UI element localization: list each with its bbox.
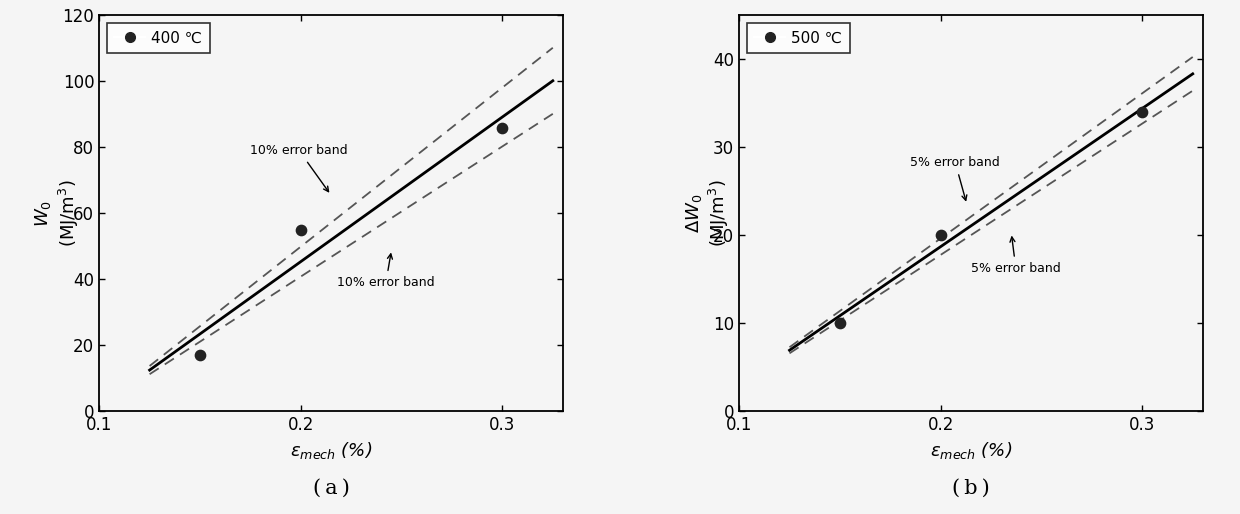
Text: 10% error band: 10% error band <box>250 144 348 192</box>
Text: 10% error band: 10% error band <box>337 254 435 289</box>
Point <box>190 351 210 359</box>
X-axis label: $\varepsilon_{mech}$ (%): $\varepsilon_{mech}$ (%) <box>930 439 1012 461</box>
Point <box>830 319 849 327</box>
Y-axis label: $\Delta W_0$
(MJ/m$^3$): $\Delta W_0$ (MJ/m$^3$) <box>683 179 732 247</box>
Text: 5% error band: 5% error band <box>910 156 1001 200</box>
Text: ( a ): ( a ) <box>312 479 350 498</box>
Point <box>492 123 512 132</box>
Point <box>931 231 951 240</box>
Point <box>291 226 311 234</box>
Y-axis label: $W_0$
(MJ/m$^3$): $W_0$ (MJ/m$^3$) <box>33 179 81 247</box>
Text: ( b ): ( b ) <box>952 479 990 498</box>
Legend: 500 ℃: 500 ℃ <box>746 23 849 53</box>
X-axis label: $\varepsilon_{mech}$ (%): $\varepsilon_{mech}$ (%) <box>290 439 372 461</box>
Legend: 400 ℃: 400 ℃ <box>107 23 210 53</box>
Text: 5% error band: 5% error band <box>971 237 1060 274</box>
Point <box>1132 108 1152 116</box>
